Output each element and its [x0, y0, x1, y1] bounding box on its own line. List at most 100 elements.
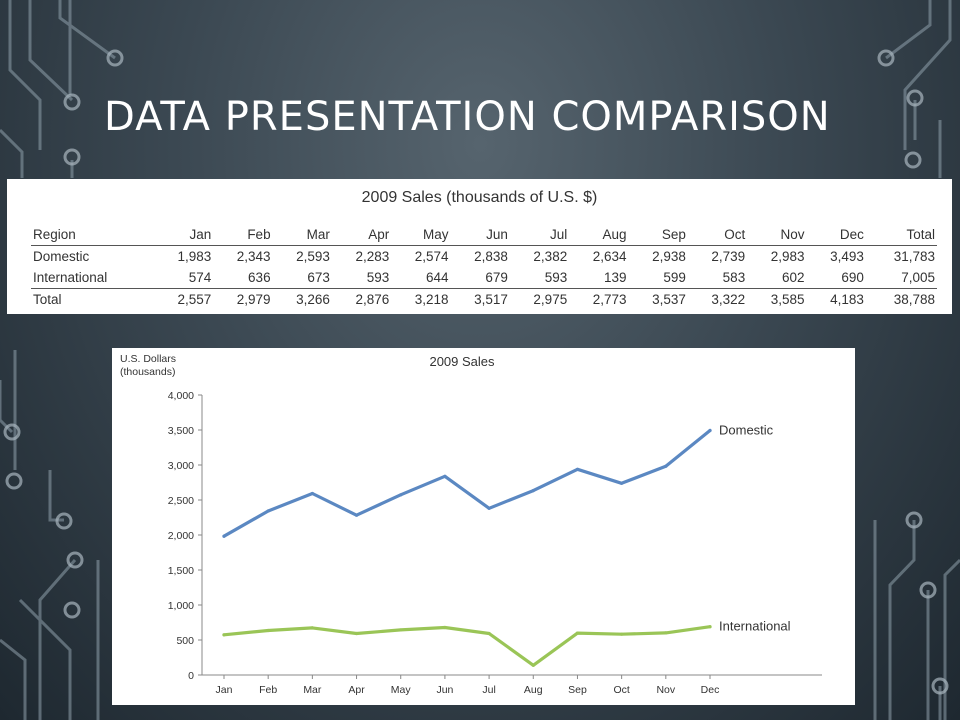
table-cell: 583	[722, 270, 746, 285]
table-cell: 3,537	[628, 288, 688, 310]
table-header-cell: May	[391, 223, 451, 246]
data-point-international	[575, 631, 580, 635]
table-cell: 139	[604, 270, 627, 285]
sales-table-card: 2009 Sales (thousands of U.S. $) Region …	[7, 179, 952, 314]
table-cell: 7,005	[901, 270, 935, 285]
table-cell: 2,876	[331, 288, 392, 310]
y-tick-label: 1,500	[168, 565, 194, 577]
x-tick-label: Feb	[259, 684, 277, 696]
data-point-international	[708, 625, 712, 629]
table-row-total: Total 2,557 2,979 3,266 2,876 3,218 3,51…	[31, 288, 937, 310]
table-cell: 593	[544, 270, 568, 285]
table-header-cell: Jan	[153, 223, 214, 246]
data-point-international	[222, 633, 226, 637]
table-header-cell: Region	[31, 223, 154, 246]
data-point-international	[443, 625, 447, 630]
data-point-international	[487, 631, 491, 636]
table-header-cell: Jun	[450, 223, 510, 246]
table-title: 2009 Sales (thousands of U.S. $)	[361, 189, 598, 206]
table-row-international: International 574 636 673 593 644 679 59…	[31, 267, 937, 289]
table-cell: 2,382	[533, 249, 568, 264]
x-tick-label: Nov	[656, 684, 675, 696]
x-tick-label: Oct	[613, 684, 629, 696]
x-tick-label: Mar	[303, 684, 322, 696]
data-point-domestic	[443, 474, 447, 478]
data-point-domestic	[266, 509, 270, 513]
y-tick-label: 2,000	[168, 530, 194, 542]
table-cell: 2,975	[509, 288, 570, 310]
table-cell: 2,938	[652, 249, 686, 264]
data-point-international	[399, 628, 403, 632]
table-cell: Domestic	[33, 249, 90, 264]
y-tick-label: 3,500	[168, 425, 194, 437]
table-cell: 679	[485, 270, 508, 285]
table-cell: 2,979	[213, 288, 273, 310]
table-cell: 3,218	[391, 288, 451, 310]
table-header-row: Region Jan Feb Mar Apr May Jun Jul Aug S…	[31, 223, 937, 246]
table-header-cell: Jul	[509, 223, 570, 246]
table-header-cell: Apr	[331, 223, 392, 246]
data-point-domestic	[620, 481, 624, 485]
x-tick-label: Jun	[436, 684, 453, 696]
table-header-cell: Aug	[569, 223, 629, 246]
table-cell: 4,183	[806, 288, 866, 310]
table-cell: Total	[31, 288, 154, 310]
table-cell: 3,266	[272, 288, 332, 310]
table-cell: 3,585	[747, 288, 807, 310]
table-cell: 574	[188, 270, 212, 285]
table-cell: 636	[248, 270, 271, 285]
line-chart-card: 2009 Sales U.S. Dollars (thousands) 4,00…	[112, 348, 855, 705]
data-point-domestic	[531, 489, 535, 493]
data-point-international	[531, 663, 535, 667]
series-label-international: International	[719, 619, 791, 634]
table-header-cell: Oct	[687, 223, 748, 246]
sales-table: Region Jan Feb Mar Apr May Jun Jul Aug S…	[31, 223, 937, 310]
table-cell: 3,493	[830, 249, 864, 264]
data-point-domestic	[487, 506, 491, 510]
table-cell: 2,557	[153, 288, 214, 310]
table-header-cell: Sep	[628, 223, 688, 246]
table-cell: International	[33, 270, 108, 285]
data-point-domestic	[708, 428, 712, 433]
table-cell: 2,283	[355, 249, 390, 264]
series-line-international	[222, 625, 712, 667]
series-label-domestic: Domestic	[719, 422, 774, 437]
table-cell: 3,517	[450, 288, 510, 310]
slide-title: DATA PRESENTATION COMPARISON	[104, 94, 831, 140]
table-cell: 38,788	[865, 288, 937, 310]
table-cell: 1,983	[177, 249, 212, 264]
table-cell: 2,739	[711, 249, 746, 264]
table-cell: 2,983	[770, 249, 805, 264]
y-axis-label-line2: (thousands)	[120, 366, 175, 378]
table-header-cell: Dec	[806, 223, 866, 246]
data-point-international	[266, 628, 270, 633]
y-tick-label: 1,000	[168, 600, 194, 612]
table-header-cell: Nov	[747, 223, 807, 246]
table-cell: 2,574	[414, 249, 449, 264]
x-tick-label: Jan	[216, 684, 233, 696]
table-cell: 2,838	[474, 249, 508, 264]
x-tick-label: Dec	[701, 684, 720, 696]
table-cell: 31,783	[893, 249, 935, 264]
y-tick-label: 500	[176, 635, 194, 647]
x-tick-label: Aug	[524, 684, 543, 696]
x-tick-label: May	[391, 684, 412, 696]
x-tick-label: Jul	[482, 684, 495, 696]
x-tick-label: Apr	[348, 684, 365, 696]
x-tick-label: Sep	[568, 684, 587, 696]
data-point-domestic	[399, 493, 403, 497]
sales-line-chart: 2009 Sales U.S. Dollars (thousands) 4,00…	[120, 353, 822, 696]
table-cell: 2,773	[569, 288, 629, 310]
table-cell: 690	[841, 270, 864, 285]
table-cell: 599	[663, 270, 686, 285]
table-cell: 3,322	[687, 288, 748, 310]
data-point-international	[310, 626, 314, 630]
table-header-cell: Total	[865, 223, 937, 246]
table-header-cell: Feb	[213, 223, 273, 246]
data-point-domestic	[575, 467, 580, 471]
series-line-domestic	[222, 428, 712, 538]
data-point-domestic	[310, 491, 314, 496]
table-cell: 593	[366, 270, 390, 285]
y-axis-label-line1: U.S. Dollars	[120, 353, 176, 365]
